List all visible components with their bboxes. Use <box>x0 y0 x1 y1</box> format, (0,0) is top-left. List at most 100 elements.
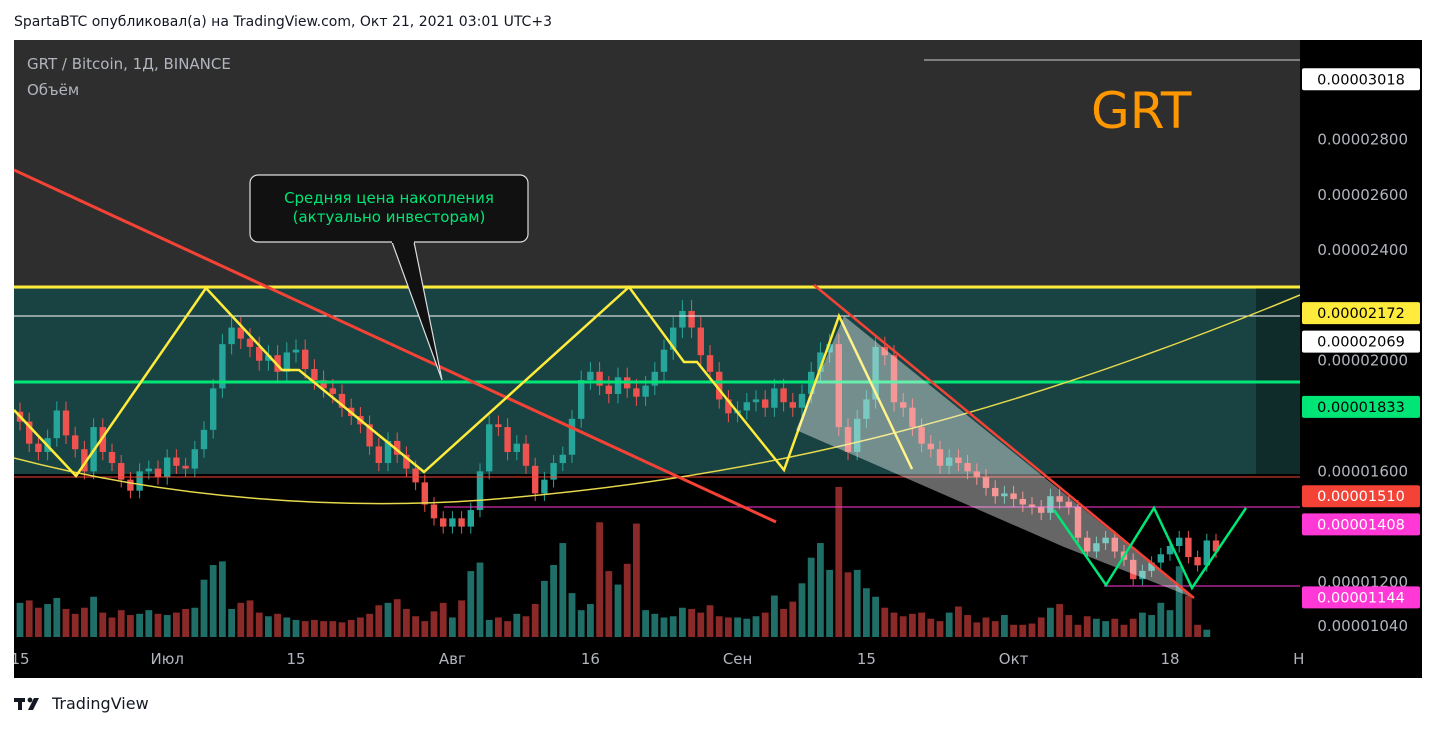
callout-line-2: (актуально инвесторам) <box>293 208 486 226</box>
time-tick-label: Н <box>1293 650 1304 668</box>
volume-bar <box>1083 616 1091 637</box>
candle-body <box>136 471 143 491</box>
volume-bar <box>1102 621 1109 637</box>
price-marker-label: 0.00001833 <box>1317 400 1405 416</box>
time-tick-label: Сен <box>723 650 753 668</box>
price-axis[interactable] <box>1300 40 1422 678</box>
volume-bar <box>669 616 677 637</box>
price-tick-label: 0.00002600 <box>1317 186 1408 204</box>
volume-bar <box>449 617 456 637</box>
candle-body <box>35 443 42 452</box>
price-tick-label: 0.00002400 <box>1317 241 1408 259</box>
candle-body <box>752 399 760 403</box>
candle-body <box>1139 570 1146 580</box>
volume-bar <box>338 622 346 637</box>
volume-bar <box>71 613 79 637</box>
volume-bar <box>44 604 51 637</box>
candle-body <box>559 454 566 464</box>
volume-bar <box>771 595 778 637</box>
volume-bar <box>504 621 511 637</box>
candle-body <box>1157 554 1164 563</box>
candle-body <box>467 510 474 527</box>
candle-body <box>1102 537 1109 544</box>
volume-bar <box>605 571 613 637</box>
grt-big-label: GRT <box>1091 82 1192 140</box>
time-tick-label: 15 <box>14 650 30 668</box>
volume-bar <box>577 610 585 637</box>
volume-bars <box>16 486 1211 637</box>
time-tick-label: 15 <box>857 650 876 668</box>
volume-bar <box>807 557 815 637</box>
price-marker-badge <box>1302 395 1420 418</box>
price-marker-badge <box>1302 68 1420 91</box>
price-marker-badge <box>1302 513 1420 536</box>
volume-bar <box>99 612 107 637</box>
price-markers: 0.00003018 0.00002172 0.00002069 0.00001833… <box>1302 68 1420 609</box>
volume-bar <box>964 615 971 637</box>
candle-body <box>1038 507 1045 513</box>
volume-bar <box>531 604 539 637</box>
falling-wedge-shape <box>796 316 1194 598</box>
volume-bar <box>789 601 797 637</box>
volume-bar <box>246 600 254 637</box>
volume-bar <box>559 543 567 637</box>
candle-body <box>1047 496 1054 513</box>
volume-bar <box>1111 618 1119 637</box>
candle-body <box>826 344 833 353</box>
candle-body <box>578 380 585 419</box>
candle-body <box>743 402 750 411</box>
candle-body <box>320 380 327 389</box>
candle-body <box>789 402 796 408</box>
volume-bar <box>522 616 530 637</box>
time-tick-label: 16 <box>581 650 600 668</box>
volume-bar <box>1148 615 1155 637</box>
candle-body <box>200 429 208 450</box>
candle-body <box>946 457 953 466</box>
candle-body <box>338 393 346 408</box>
volume-bar <box>274 613 281 637</box>
candle-body <box>688 310 695 328</box>
candle-body <box>679 310 686 328</box>
candle-body <box>1028 504 1036 508</box>
volume-bar <box>679 607 686 637</box>
candle-body <box>1185 537 1192 558</box>
volume-bar <box>320 621 327 637</box>
callout: Средняя цена накопления (актуально инвес… <box>249 174 529 381</box>
time-tick-label: 18 <box>1160 650 1179 668</box>
volume-bar <box>568 593 576 637</box>
candle-body <box>486 424 493 472</box>
volume-bar <box>734 617 741 637</box>
chart-panel[interactable]: Средняя цена накопления (актуально инвес… <box>14 40 1422 678</box>
volume-bar <box>375 605 383 637</box>
volume-bar <box>1010 624 1017 637</box>
volume-bar <box>918 612 925 637</box>
volume-bar <box>623 563 631 637</box>
candle-body <box>265 355 272 361</box>
price-marker-label: 0.00001408 <box>1317 517 1405 533</box>
red-downtrend-line <box>14 168 777 524</box>
green-zigzag-pattern <box>1052 505 1248 591</box>
volume-bar <box>798 583 806 637</box>
volume-bar <box>890 612 898 637</box>
publish-line: SpartaBTC опубликовал(а) на TradingView.… <box>14 14 552 30</box>
volume-bar <box>485 619 493 637</box>
candle-body <box>568 418 576 455</box>
volume-bar <box>936 621 944 637</box>
volume-bar <box>826 569 833 637</box>
volume-bar <box>1037 617 1045 637</box>
volume-bar <box>347 619 355 637</box>
candle-body <box>780 388 787 403</box>
volume-bar <box>761 612 769 637</box>
candle-body <box>1010 493 1017 499</box>
candle-body <box>283 352 290 372</box>
time-axis[interactable] <box>14 640 1300 678</box>
candlestick-chart[interactable]: Средняя цена накопления (актуально инвес… <box>14 40 1422 678</box>
volume-bar <box>439 602 447 637</box>
volume-bar <box>706 605 714 637</box>
volume-bar <box>292 619 300 637</box>
volume-bar <box>412 616 419 637</box>
volume-bar <box>945 612 953 637</box>
volume-bar <box>16 602 24 637</box>
volume-bar <box>872 596 879 637</box>
candle-body <box>173 457 180 466</box>
